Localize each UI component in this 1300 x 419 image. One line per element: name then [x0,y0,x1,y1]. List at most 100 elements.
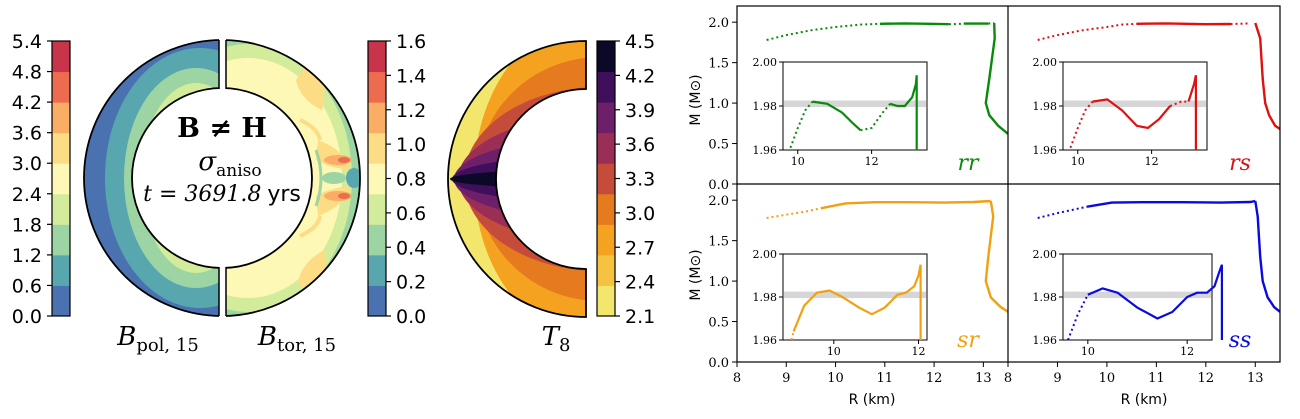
inset-y-tick-label: 1.98 [1033,291,1058,304]
panel-ss [1037,199,1280,313]
y-tick-label: 1.5 [708,57,729,72]
panel-label-sr: sr [957,328,980,353]
colorbar-band [52,254,70,286]
y-tick-label: 1.0 [708,97,729,112]
label-btor-sub: tor, 15 [277,335,336,356]
curve-stable [1254,200,1280,313]
colorbar-tick-label: 3.3 [625,169,655,191]
panel-label-rr: rr [957,151,980,176]
curve-unstable [1037,205,1088,219]
reference-band [784,100,926,108]
reference-band [784,291,926,299]
inset-y-tick-label: 2.00 [1033,56,1058,69]
inset-curve-stable [812,100,862,132]
svg-text:σaniso: σaniso [198,147,261,181]
label-temp: T [542,322,561,352]
colorbar-band [597,285,615,317]
svg-text:Bpol, 15: Bpol, 15 [116,322,199,356]
curve-stable [984,200,1008,313]
inset-curve-unstable [1069,100,1094,149]
label-btor: B [257,322,277,352]
colorbar-tick-label: 1.8 [12,214,42,236]
inset-x-tick-label: 12 [1180,345,1194,358]
inset-ss: 1.96 1.98 2.00 10 12 [1033,248,1223,358]
colorbar-tick-label: 0.6 [396,203,426,225]
colorbar-band [597,71,615,103]
curve-stable [820,199,991,210]
inset-rs: 1.96 1.98 2.00 10 12 [1033,56,1208,168]
inset-rr: 1.96 1.98 2.00 10 12 [753,56,928,168]
annotation-sigma-sub: aniso [216,161,261,181]
colorbar-tick-label: 2.7 [625,237,655,259]
y-tick-label: 1.0 [708,275,729,290]
colorbar-tick-label: 4.2 [12,92,42,114]
colorbar-tick-label: 5.4 [12,31,42,53]
colorbar-tick-label: 0.4 [396,237,426,259]
x-tick-label: 11 [877,371,894,386]
inset-curve-stable [792,264,922,340]
panel-sr [766,199,1008,313]
temperature-border [447,40,587,318]
inset-curve-stable [1092,98,1171,130]
axes-frame: 0.00.51.01.52.00.00.51.01.52.08 9 10 11 12 13… [688,5,1281,408]
colorbar-tick-label: 2.4 [625,272,655,294]
panel-rr [766,22,1008,135]
curve-unstable [988,22,995,25]
curve-stable [1254,22,1280,130]
panel-label-ss: ss [1229,328,1252,353]
inset-x-tick-label: 12 [1145,155,1159,168]
inset-curve-stable [889,75,918,150]
mass-radius-panels: 1.96 1.98 2.00 10 12 rr 1.96 1.98 2.00 10 12 rs 1.96… [688,5,1281,408]
y-tick-label: 2.0 [708,194,729,209]
curve-unstable [1230,22,1251,25]
gap-bottom [219,266,226,319]
annotation: B ≠ H σaniso t = 3691.8 yrs [143,113,301,207]
inset-x-tick-label: 10 [1071,155,1085,168]
colorbar-tick-label: 1.6 [396,31,426,53]
colorbar-tick-label: 0.8 [396,169,426,191]
colorbar-band [52,285,70,317]
curve-unstable [766,207,822,219]
x-tick-label: 13 [975,371,992,386]
colorbar-tick-label: 1.0 [396,134,426,156]
inset-y-tick-label: 1.98 [753,291,778,304]
annotation-line1: B ≠ H [177,113,267,144]
colorbar-band [368,102,386,134]
inset-curve-unstable [790,331,795,341]
colorbar-tick-label: 0.0 [12,306,42,328]
label-bpol: B [116,322,136,352]
annotation-time: t = 3691.8 [143,182,261,207]
inset-y-tick-label: 1.98 [753,100,778,113]
gap-top [219,38,226,91]
colorbar-tick-label: 4.5 [625,31,655,53]
inset-sr: 1.96 1.98 2.00 10 12 [753,248,928,358]
colorbar-tick-label: 3.0 [625,203,655,225]
svg-text:T8: T8 [542,322,571,356]
inset-y-tick-label: 1.96 [753,144,778,157]
label-temp-sub: 8 [559,335,570,356]
curve-stable [879,22,949,26]
colorbar-band [52,102,70,134]
y-tick-label: 2.0 [708,16,729,31]
x-tick-label: 10 [827,371,844,386]
colorbar-tick-label: 4.8 [12,62,42,84]
curve-stable [1136,22,1231,26]
curve-unstable [1037,22,1137,41]
colorbar-tick-label: 3.9 [625,100,655,122]
inset-x-tick-label: 10 [827,345,841,358]
inset-y-tick-label: 2.00 [753,56,778,69]
colorbar-band [368,193,386,225]
inset-y-tick-label: 1.96 [753,334,778,347]
colorbar-tick-label: 2.4 [12,184,42,206]
x-tick-label: 8 [1004,371,1012,386]
x-tick-label: 12 [926,371,943,386]
x-axis-label: R (km) [1121,392,1168,408]
colorbar-tick-label: 0.6 [12,275,42,297]
inset-y-tick-label: 2.00 [753,248,778,261]
colorbar-band [52,132,70,164]
panel-label-rs: rs [1229,151,1251,176]
colorbar-tick-label: 0.2 [396,272,426,294]
inset-y-tick-label: 1.96 [1033,334,1058,347]
